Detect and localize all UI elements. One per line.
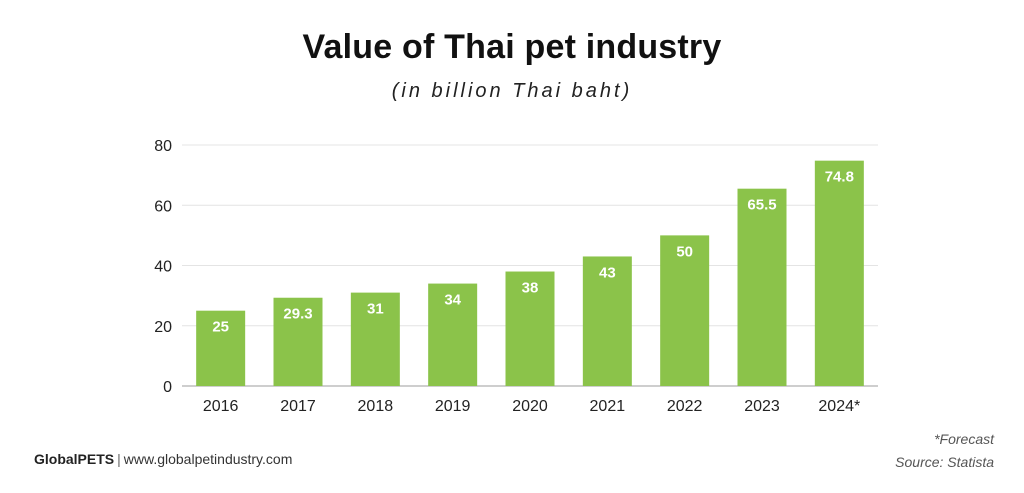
y-tick-label: 0 xyxy=(163,379,172,396)
footer-notes: *Forecast Source: Statista xyxy=(895,428,994,474)
x-tick-label: 2024* xyxy=(818,398,860,415)
chart-title: Value of Thai pet industry xyxy=(302,28,722,66)
x-tick-label: 2018 xyxy=(358,398,394,415)
x-tick-label: 2019 xyxy=(435,398,471,415)
bar xyxy=(505,271,555,386)
data-label: 43 xyxy=(599,264,616,281)
data-label: 38 xyxy=(522,280,539,297)
x-tick-label: 2021 xyxy=(590,398,626,415)
data-label: 65.5 xyxy=(747,197,776,214)
bar xyxy=(273,297,323,386)
chart-subtitle: (in billion Thai baht) xyxy=(391,80,633,102)
data-label: 50 xyxy=(676,243,693,260)
website-url: www.globalpetindustry.com xyxy=(123,451,293,467)
footer-separator: | xyxy=(117,451,121,467)
x-tick-label: 2022 xyxy=(667,398,703,415)
y-tick-label: 20 xyxy=(154,319,172,336)
data-label: 25 xyxy=(212,319,229,336)
bar xyxy=(350,292,400,386)
bar xyxy=(196,310,246,386)
bar xyxy=(660,235,710,386)
bar xyxy=(582,256,632,386)
y-tick-label: 60 xyxy=(154,198,172,215)
x-tick-label: 2023 xyxy=(744,398,780,415)
forecast-note: *Forecast xyxy=(934,431,994,447)
footer-credit: GlobalPETS | www.globalpetindustry.com xyxy=(34,451,292,467)
data-label: 34 xyxy=(444,292,461,309)
data-label: 74.8 xyxy=(825,169,854,186)
bar xyxy=(814,160,864,386)
data-label: 31 xyxy=(367,301,384,318)
source-note: Source: Statista xyxy=(895,454,994,470)
x-tick-label: 2017 xyxy=(280,398,316,415)
y-tick-label: 40 xyxy=(154,259,172,276)
bar xyxy=(428,283,478,386)
brand-name: GlobalPETS xyxy=(34,451,115,467)
y-tick-label: 80 xyxy=(154,138,172,155)
x-tick-label: 2016 xyxy=(203,398,239,415)
bar xyxy=(737,188,787,386)
x-tick-label: 2020 xyxy=(512,398,548,415)
data-label: 29.3 xyxy=(283,306,312,323)
